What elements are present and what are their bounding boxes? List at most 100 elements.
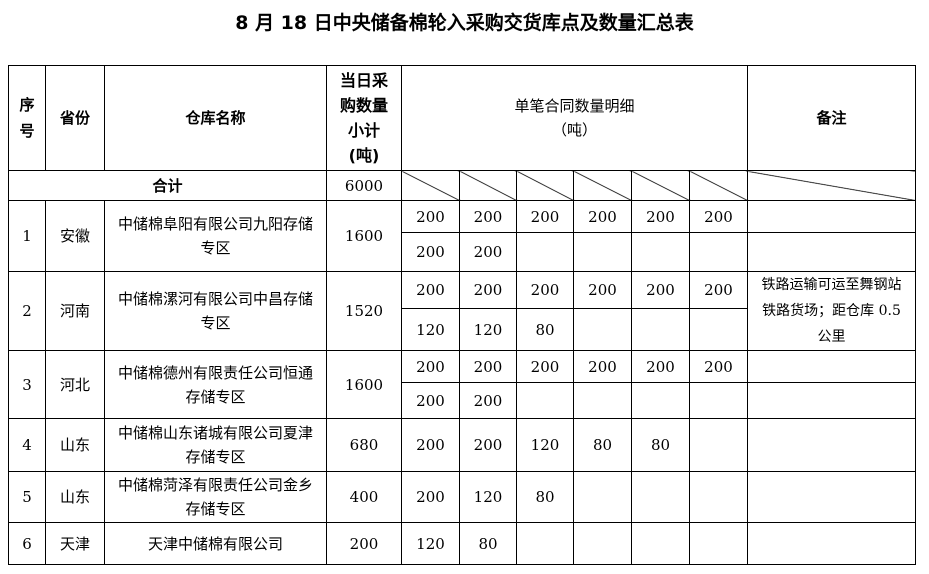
qty-cell: 200: [326, 522, 402, 565]
page-title: 8 月 18 日中央储备棉轮入采购交货库点及数量汇总表: [235, 12, 694, 34]
diagonal-cell: [459, 170, 517, 201]
seq-cell: 3: [8, 350, 46, 419]
remark-cell: [747, 382, 916, 419]
detail-cell: [516, 522, 574, 565]
detail-cell: 200: [401, 270, 460, 310]
qty-cell: 1600: [326, 200, 402, 272]
province-cell: 山东: [45, 471, 105, 523]
header-warehouse: 仓库名称: [104, 65, 327, 171]
detail-cell: 80: [516, 308, 574, 351]
province-cell: 安徽: [45, 200, 105, 272]
detail-cell: 120: [401, 308, 460, 351]
detail-cell: [631, 308, 690, 351]
diagonal-cell: [631, 170, 690, 201]
detail-cell: 200: [573, 270, 632, 310]
detail-cell: 200: [459, 200, 517, 233]
total-value: 6000: [326, 170, 402, 201]
table-row: 4 山东 中储棉山东诸城有限公司夏津存储专区 680 200 200 120 80 80: [8, 418, 916, 472]
qty-cell: 1600: [326, 350, 402, 419]
seq-cell: 5: [8, 471, 46, 523]
detail-cell: 80: [573, 418, 632, 472]
detail-cell: 200: [459, 270, 517, 310]
remark-cell: [747, 232, 916, 272]
total-row: 合计 6000: [8, 170, 916, 201]
table-row: 5 山东 中储棉菏泽有限责任公司金乡存储专区 400 200 120 80: [8, 471, 916, 523]
detail-cell: [516, 382, 574, 419]
detail-cell: 200: [516, 270, 574, 310]
seq-cell: 6: [8, 522, 46, 565]
detail-cell: 200: [689, 350, 748, 383]
warehouse-cell: 中储棉阜阳有限公司九阳存储专区: [104, 200, 327, 272]
remark-cell: [747, 471, 916, 523]
detail-cell: 200: [401, 200, 460, 233]
detail-cell: 120: [401, 522, 460, 565]
detail-cell: 200: [459, 418, 517, 472]
table-row: 6 天津 天津中储棉有限公司 200 120 80: [8, 522, 916, 565]
detail-cell: [573, 382, 632, 419]
detail-cell: 200: [459, 350, 517, 383]
detail-cell: 120: [459, 471, 517, 523]
diagonal-cell: [573, 170, 632, 201]
detail-cell: 200: [573, 350, 632, 383]
qty-cell: 1520: [326, 271, 402, 351]
diagonal-cell: [747, 170, 916, 201]
header-seq: 序号: [8, 65, 46, 171]
warehouse-cell: 中储棉德州有限责任公司恒通存储专区: [104, 350, 327, 419]
detail-cell: [631, 522, 690, 565]
detail-cell: 120: [516, 418, 574, 472]
detail-cell: 200: [401, 382, 460, 419]
detail-cell: [631, 382, 690, 419]
summary-table: 序号 省份 仓库名称 当日采购数量小计(吨) 单笔合同数量明细 （吨） 备注 合计…: [8, 65, 916, 565]
total-label: 合计: [8, 170, 327, 201]
table-row: 3 河北 中储棉德州有限责任公司恒通存储专区 1600 200 200 200 200 200 2…: [8, 350, 916, 419]
detail-cell: 200: [459, 232, 517, 272]
detail-cell: 200: [401, 350, 460, 383]
detail-cell: 200: [401, 471, 460, 523]
header-row: 序号 省份 仓库名称 当日采购数量小计(吨) 单笔合同数量明细 （吨） 备注: [8, 65, 916, 171]
header-detail: 单笔合同数量明细 （吨）: [401, 65, 748, 171]
diagonal-cell: [401, 170, 460, 201]
detail-cell: 200: [401, 418, 460, 472]
warehouse-cell: 中储棉漯河有限公司中昌存储专区: [104, 271, 327, 351]
detail-cell: 200: [573, 200, 632, 233]
detail-cell: [516, 232, 574, 272]
detail-cell: 200: [631, 270, 690, 310]
remark-cell: [747, 418, 916, 472]
detail-cell: [573, 471, 632, 523]
detail-cell: 200: [689, 200, 748, 233]
table-row: 1 安徽 中储棉阜阳有限公司九阳存储专区 1600 200 200 200 200 200 200: [8, 200, 916, 272]
detail-cell: [689, 308, 748, 351]
remark-cell: [747, 522, 916, 565]
header-daily-qty: 当日采购数量小计(吨): [326, 65, 402, 171]
detail-cell: [689, 522, 748, 565]
province-cell: 天津: [45, 522, 105, 565]
detail-cell: 200: [631, 200, 690, 233]
detail-cell: [689, 382, 748, 419]
remark-cell: 铁路运输可运至舞钢站铁路货场；距仓库 0.5 公里: [747, 271, 916, 351]
table-row: 2 河南 中储棉漯河有限公司中昌存储专区 1520 200 200 200 200 200 200…: [8, 270, 916, 351]
detail-cell: 120: [459, 308, 517, 351]
remark-cell: [747, 200, 916, 233]
detail-cell: [573, 522, 632, 565]
province-cell: 山东: [45, 418, 105, 472]
table-row: 200 200: [9, 232, 916, 272]
table-row: 120 120 80: [9, 308, 916, 351]
qty-cell: 680: [326, 418, 402, 472]
warehouse-cell: 天津中储棉有限公司: [104, 522, 327, 565]
seq-cell: 1: [8, 200, 46, 272]
seq-cell: 4: [8, 418, 46, 472]
header-remarks: 备注: [747, 65, 916, 171]
diagonal-cell: [516, 170, 574, 201]
detail-cell: 200: [516, 350, 574, 383]
detail-cell: 200: [516, 200, 574, 233]
detail-cell: 200: [401, 232, 460, 272]
detail-cell: [573, 308, 632, 351]
detail-cell: [631, 471, 690, 523]
detail-cell: [689, 471, 748, 523]
detail-cell: [573, 232, 632, 272]
province-cell: 河北: [45, 350, 105, 419]
detail-cell: 200: [631, 350, 690, 383]
qty-cell: 400: [326, 471, 402, 523]
detail-cell: 200: [459, 382, 517, 419]
warehouse-cell: 中储棉山东诸城有限公司夏津存储专区: [104, 418, 327, 472]
